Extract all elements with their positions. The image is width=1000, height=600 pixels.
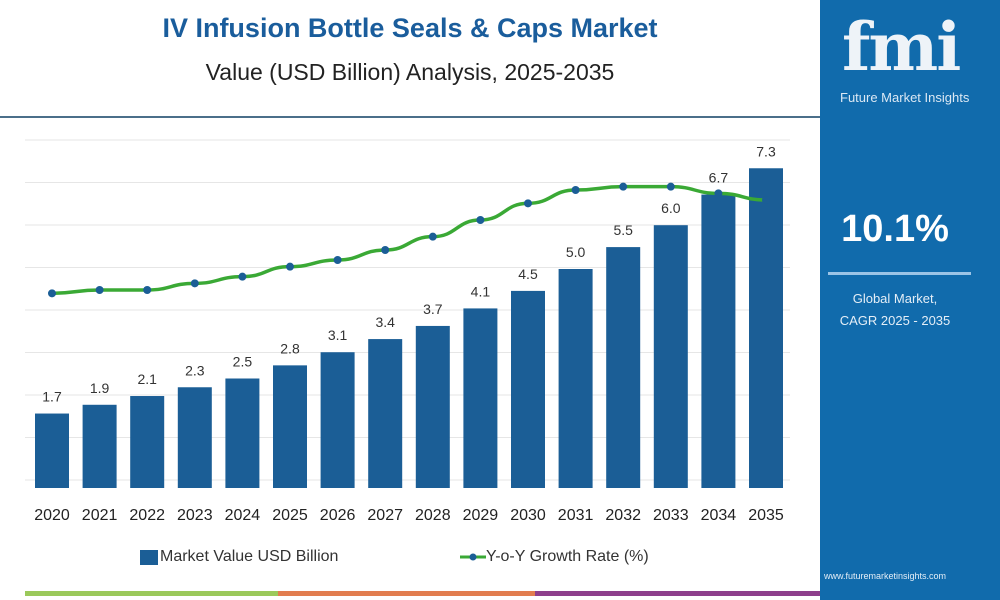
bar-2028: [415, 325, 450, 488]
chart-title: IV Infusion Bottle Seals & Caps Market: [162, 13, 658, 43]
x-tick-label: 2032: [605, 507, 641, 524]
bar-2025: [273, 365, 307, 488]
logo-caption: Future Market Insights: [840, 90, 970, 105]
bar-2034: [701, 194, 736, 488]
x-tick-label: 2031: [558, 507, 594, 524]
x-tick-label: 2025: [272, 507, 308, 524]
x-tick-label: 2020: [34, 507, 70, 524]
bar-value-label: 2.3: [185, 362, 205, 378]
x-tick-label: 2024: [225, 507, 261, 524]
bar-2030: [511, 290, 545, 488]
growth-point-2029: [476, 216, 485, 224]
footer-strip-purple: [535, 591, 820, 596]
legend-swatch-line: [460, 553, 486, 561]
growth-point-2020: [48, 289, 56, 298]
growth-point-2032: [619, 182, 628, 191]
growth-point-2022: [143, 286, 152, 294]
bar-2026: [320, 352, 355, 488]
cagr-value: 10.1%: [841, 208, 949, 250]
bar-2031: [558, 269, 593, 488]
cagr-label-line1: Global Market,: [852, 291, 938, 306]
x-tick-label: 2029: [463, 507, 499, 524]
cagr-label: Global Market, CAGR 2025 - 2035: [820, 288, 970, 332]
footer-strip-orange: [278, 591, 535, 596]
x-tick-label: 2022: [129, 507, 165, 524]
cagr-divider: [828, 272, 971, 275]
bar-value-label: 3.1: [328, 327, 348, 343]
x-tick-label: 2028: [415, 507, 451, 524]
bar-2022: [130, 396, 165, 488]
fmi-logo: fmi: [842, 8, 961, 86]
growth-point-2026: [333, 256, 342, 264]
bar-value-label: 1.7: [42, 389, 62, 405]
bar-2020: [35, 413, 69, 488]
chart-subtitle: Value (USD Billion) Analysis, 2025-2035: [205, 59, 615, 85]
growth-point-2035: [762, 196, 770, 204]
website-url[interactable]: www.futuremarketinsights.com: [824, 571, 947, 581]
bar-value-label: 5.0: [566, 244, 586, 260]
bar-2027: [368, 339, 403, 488]
bar-value-label: 2.1: [137, 371, 157, 387]
footer-strip-green: [25, 591, 278, 596]
growth-point-2030: [524, 199, 532, 208]
growth-line: [51, 184, 767, 296]
bar-2021: [82, 404, 117, 488]
bar-value-label: 5.5: [613, 222, 633, 238]
bar-value-label: 4.1: [471, 283, 491, 299]
growth-point-2031: [571, 186, 580, 194]
bar-value-label: 7.3: [756, 143, 776, 159]
bar-value-label: 3.7: [423, 301, 443, 317]
bar-value-label: 2.5: [233, 354, 253, 370]
growth-point-2025: [286, 262, 294, 271]
bar-value-label: 6.0: [661, 200, 681, 216]
growth-point-2024: [238, 272, 247, 281]
bar-value-label: 6.7: [709, 170, 729, 186]
x-tick-label: 2027: [367, 507, 403, 524]
bar-2032: [606, 247, 641, 488]
growth-point-2033: [666, 182, 675, 191]
legend-label-line: Y-o-Y Growth Rate (%): [486, 548, 649, 565]
chart-area: 1.7 2020 1.9 2021 2.1 2022 2.3 2023 2.5 2024 2.8 20…: [25, 139, 790, 524]
growth-point-2023: [190, 279, 199, 288]
x-tick-label: 2026: [320, 507, 356, 524]
legend-label-bar: Market Value USD Billion: [160, 548, 339, 565]
bar-value-label: 2.8: [280, 340, 300, 356]
title-divider: [0, 116, 820, 118]
bar-value-label: 4.5: [518, 266, 538, 282]
x-tick-label: 2023: [177, 507, 213, 524]
cagr-label-line2: CAGR 2025 - 2035: [839, 313, 951, 328]
sidebar-panel: fmi Future Market Insights 10.1% Global …: [820, 0, 1000, 600]
bar-2033: [653, 225, 688, 488]
x-tick-label: 2021: [82, 507, 118, 524]
growth-point-2027: [381, 246, 390, 254]
bar-2029: [463, 308, 498, 488]
growth-point-2028: [428, 232, 437, 241]
x-tick-label: 2035: [748, 507, 784, 524]
legend-item-bar: Market Value USD Billion: [140, 547, 338, 567]
bar-2023: [177, 387, 212, 488]
bar-2024: [225, 378, 260, 488]
legend-item-line: Y-o-Y Growth Rate (%): [460, 547, 649, 567]
growth-point-2034: [714, 189, 723, 198]
legend-swatch-bar: [140, 549, 158, 565]
bar-value-label: 1.9: [90, 380, 110, 396]
bar-2035: [749, 168, 783, 488]
x-tick-label: 2033: [653, 507, 689, 524]
x-tick-label: 2030: [510, 507, 546, 524]
x-tick-label: 2034: [701, 507, 737, 524]
growth-point-2021: [95, 286, 104, 294]
bar-value-label: 3.4: [375, 314, 395, 330]
